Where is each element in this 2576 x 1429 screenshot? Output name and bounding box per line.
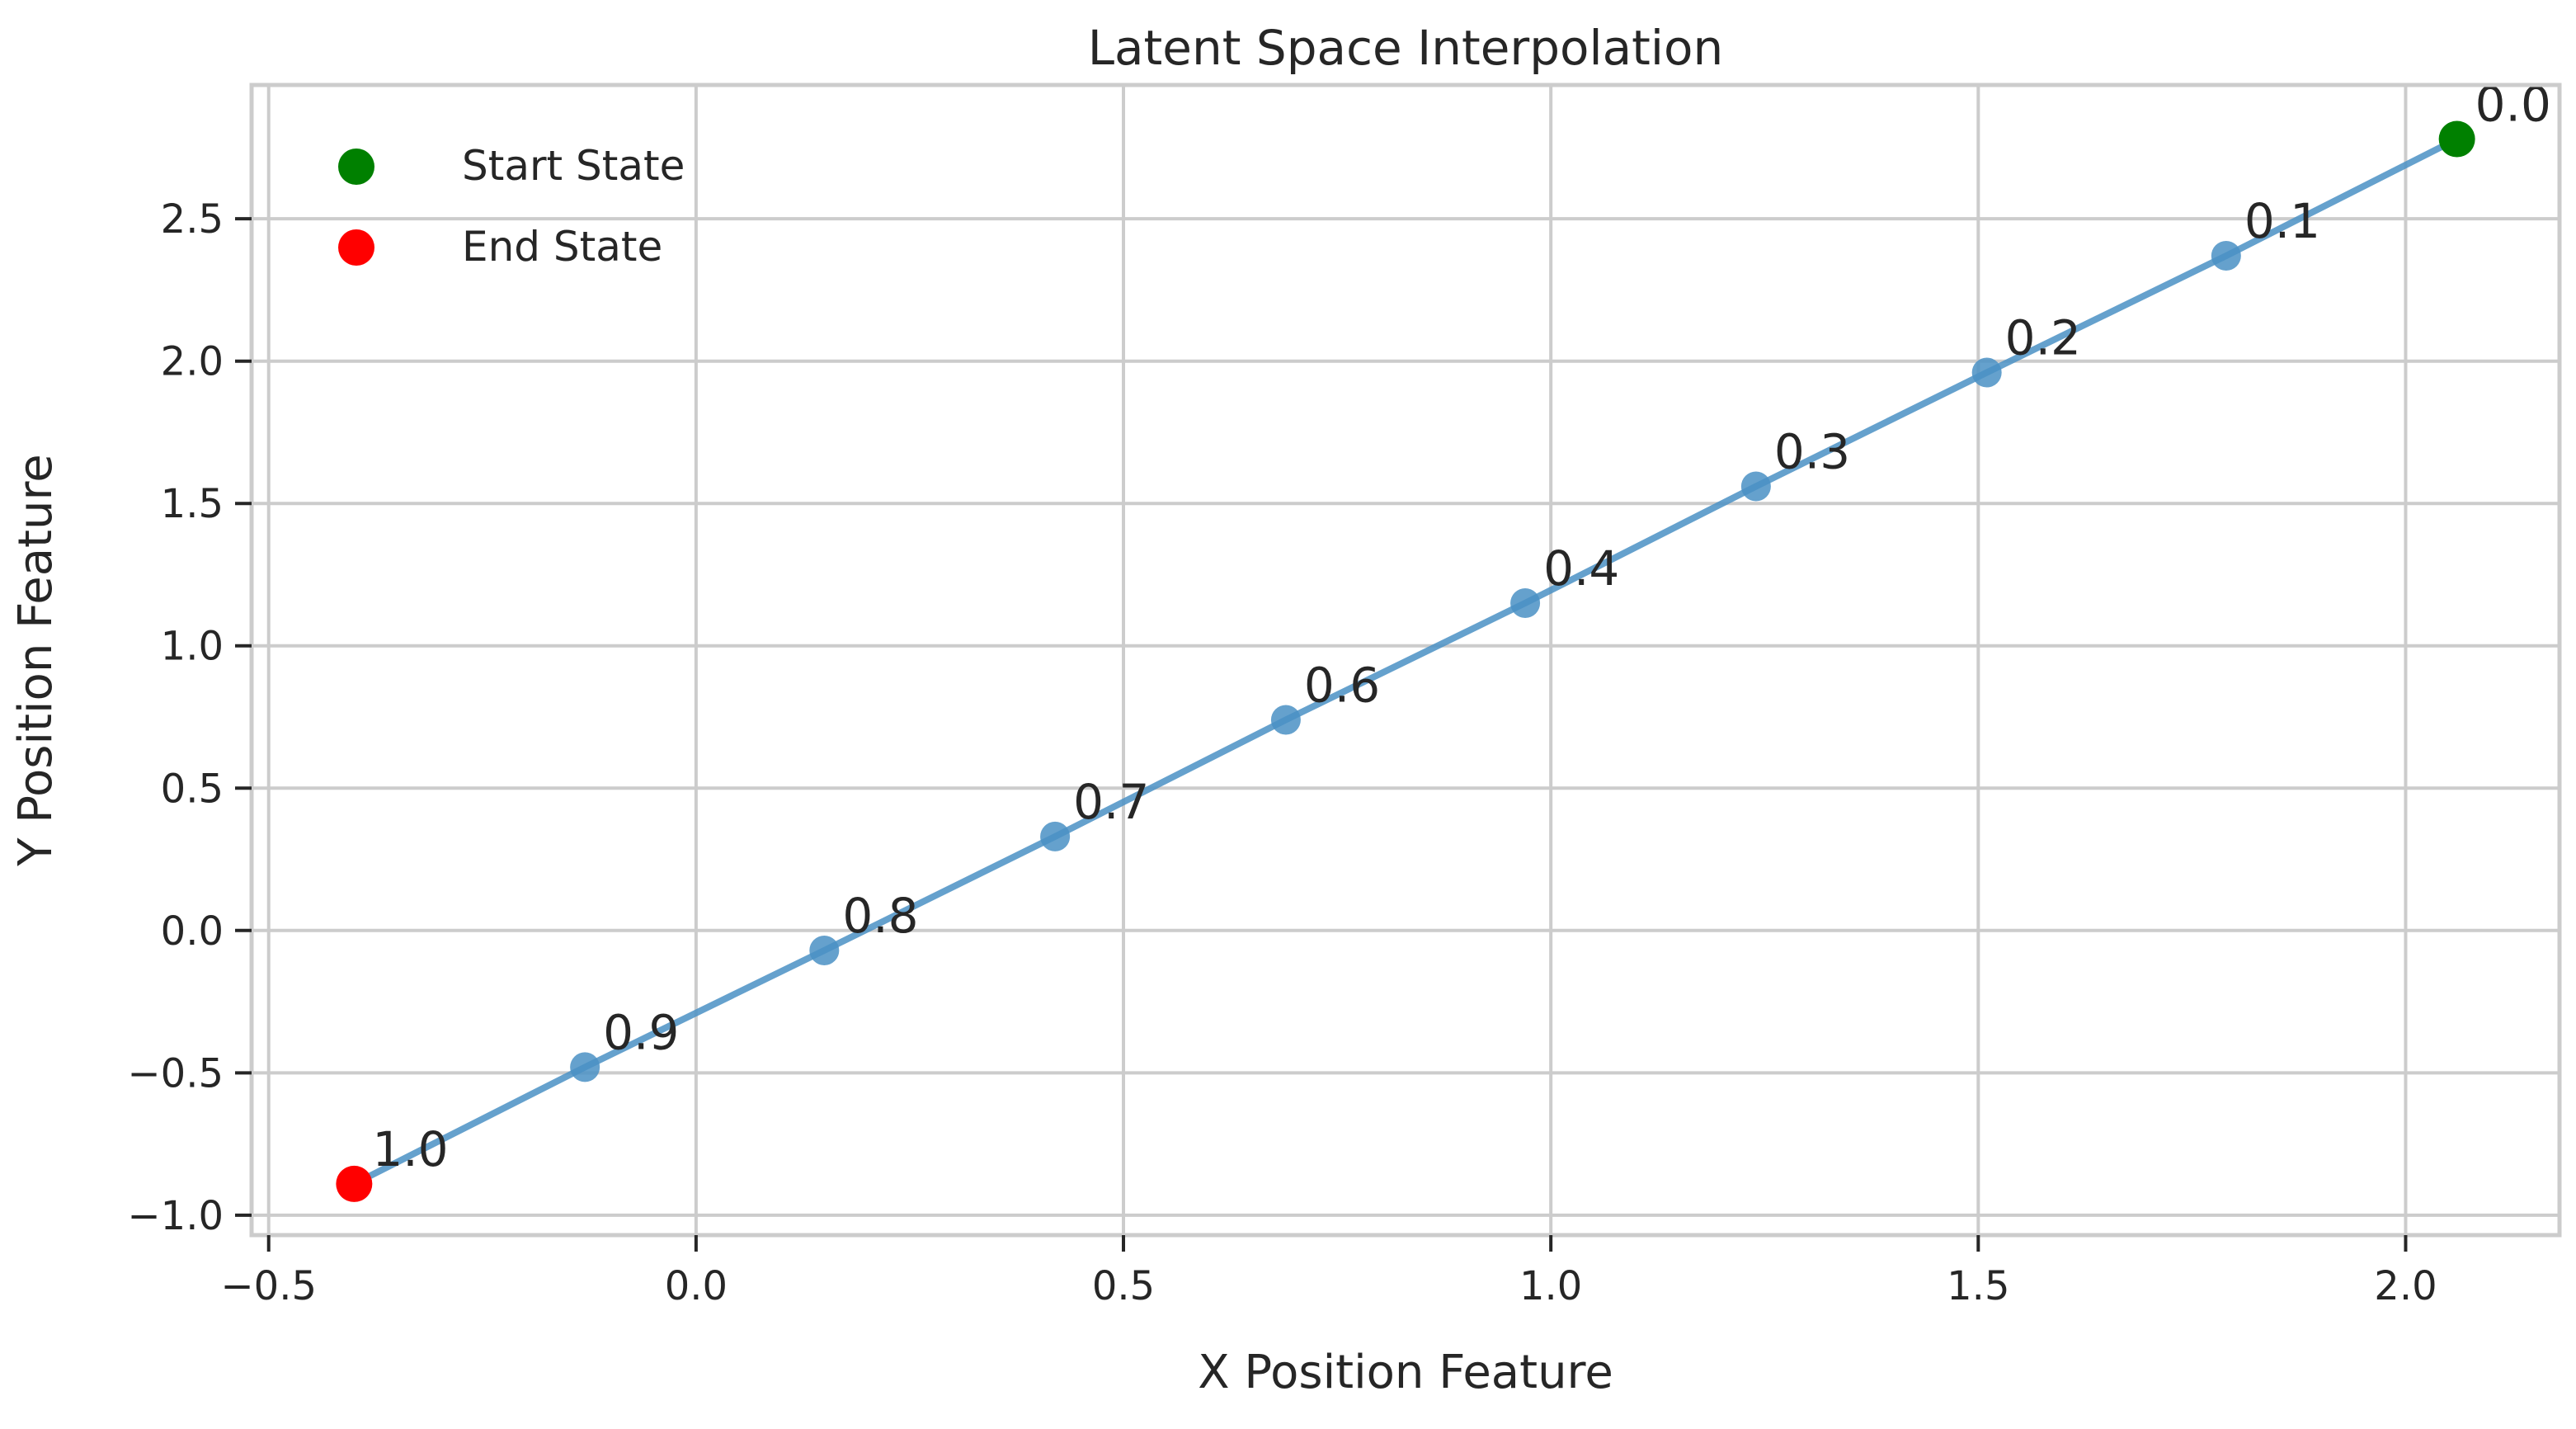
interpolation-point [1510,587,1541,618]
point-label: 0.2 [2005,310,2081,366]
plot-frame [249,83,2562,1238]
x-axis-title: X Position Feature [1198,1346,1613,1399]
point-label: 0.6 [1304,657,1380,713]
y-axis-title: Y Position Feature [9,454,63,866]
start-state-point [2438,120,2475,158]
x-tick-label: 1.0 [1519,1263,1582,1309]
ticks-layer: −0.5 0.0 0.5 1.0 1.5 2.0 −1.0 −0.5 0.0 0.5 1.0 1.5 2… [127,196,2437,1309]
point-label: 0.9 [603,1004,679,1060]
x-tick-label: 1.5 [1947,1263,2009,1309]
y-tick-label: 2.0 [161,339,224,385]
legend-start-marker [338,149,374,185]
chart-title: Latent Space Interpolation [1088,20,1724,76]
x-tick-label: −0.5 [220,1263,317,1309]
y-tick-label: 2.5 [161,196,224,243]
legend-end-marker [338,229,374,266]
end-state-point [336,1165,373,1202]
y-tick-label: 1.5 [161,481,224,527]
points-layer [336,120,2475,1202]
x-tick-label: 0.0 [665,1263,728,1309]
point-label: 0.8 [842,888,918,944]
legend-start-label: Start State [462,142,685,190]
interpolation-point [1740,471,1771,502]
grid [252,85,2560,1235]
x-tick-label: 0.5 [1092,1263,1155,1309]
point-label: 0.3 [1774,424,1850,480]
interpolation-point [1270,705,1301,735]
x-tick-label: 2.0 [2374,1263,2437,1309]
interpolation-point [809,935,840,965]
point-label: 1.0 [372,1121,448,1177]
y-tick-label: 0.5 [161,766,224,812]
legend-end-label: End State [462,223,662,271]
y-tick-label: −0.5 [127,1050,224,1097]
point-label: 0.1 [2244,193,2320,249]
y-tick-label: 1.0 [161,624,224,670]
interpolation-point [2211,241,2241,271]
y-tick-label: 0.0 [161,908,224,955]
legend: Start State End State [338,142,685,271]
point-labels-layer: 0.00.10.20.30.40.60.70.80.91.0 [372,77,2551,1177]
interpolation-line [351,135,2461,1187]
interpolation-point [1040,821,1071,851]
point-label: 0.7 [1073,774,1149,830]
interpolation-point [1971,357,2002,388]
interpolation-line-layer [351,135,2461,1187]
interpolation-point [570,1052,600,1082]
point-label: 0.4 [1543,540,1619,597]
y-tick-label: −1.0 [127,1193,224,1239]
